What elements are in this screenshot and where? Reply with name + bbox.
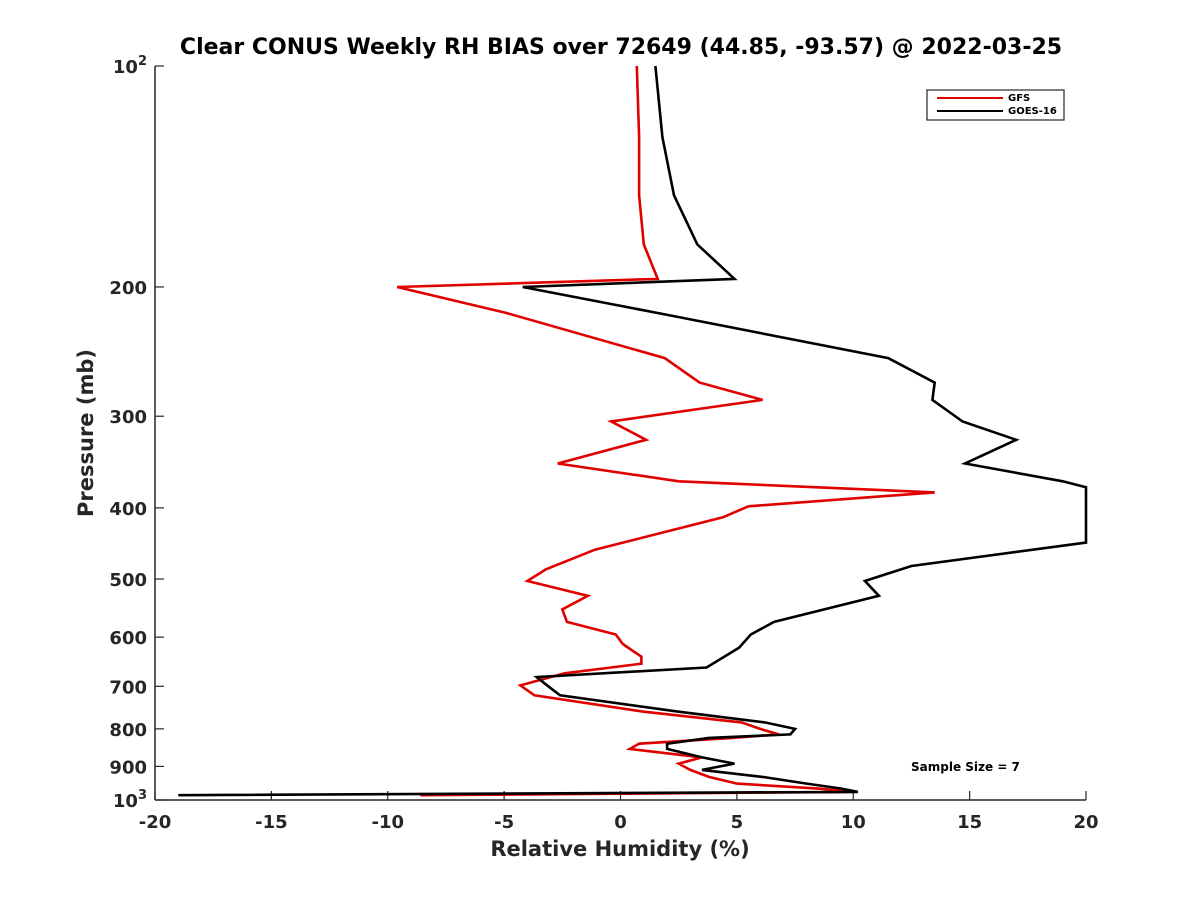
y-tick-label: 300 xyxy=(109,407,147,428)
x-tick-label: 0 xyxy=(614,812,627,833)
x-axis-label: Relative Humidity (%) xyxy=(490,837,749,861)
x-tick-label: -15 xyxy=(255,812,288,833)
series-line-goes16 xyxy=(178,65,1088,797)
x-tick-label: 20 xyxy=(1073,812,1098,833)
x-tick-label: -20 xyxy=(139,812,172,833)
y-tick-label: 700 xyxy=(109,677,147,698)
y-tick-label: 200 xyxy=(109,278,147,299)
plot-area: -20 -15 -10 -5 0 5 10 15 20 102 200 300 400 500 600 70… xyxy=(109,54,1098,833)
y-tick-label: 900 xyxy=(109,757,147,778)
legend-label-gfs: GFS xyxy=(1008,93,1030,104)
y-tick-label: 400 xyxy=(109,499,147,520)
y-tick-label: 600 xyxy=(109,628,147,649)
series-lines xyxy=(178,65,1088,797)
y-axis-ticks: 102 200 300 400 500 600 700 800 900 103 xyxy=(109,54,164,812)
chart-title: Clear CONUS Weekly RH BIAS over 72649 (4… xyxy=(180,35,1062,60)
x-tick-label: 15 xyxy=(957,812,982,833)
x-tick-label: -10 xyxy=(371,812,404,833)
y-tick-label: 500 xyxy=(109,570,147,591)
x-tick-label: 5 xyxy=(731,812,744,833)
x-axis-ticks: -20 -15 -10 -5 0 5 10 15 20 xyxy=(139,791,1099,833)
legend-label-goes16: GOES-16 xyxy=(1008,106,1057,117)
y-tick-label: 103 xyxy=(113,788,147,812)
legend: GFS GOES-16 xyxy=(926,89,1065,121)
x-tick-label: 10 xyxy=(841,812,866,833)
legend-box xyxy=(926,89,1065,121)
y-tick-label: 102 xyxy=(113,54,147,78)
series-line-gfs xyxy=(396,65,935,797)
y-tick-label: 800 xyxy=(109,720,147,741)
x-tick-label: -5 xyxy=(494,812,514,833)
sample-size-annotation: Sample Size = 7 xyxy=(911,760,1020,774)
y-axis-label: Pressure (mb) xyxy=(74,349,98,517)
